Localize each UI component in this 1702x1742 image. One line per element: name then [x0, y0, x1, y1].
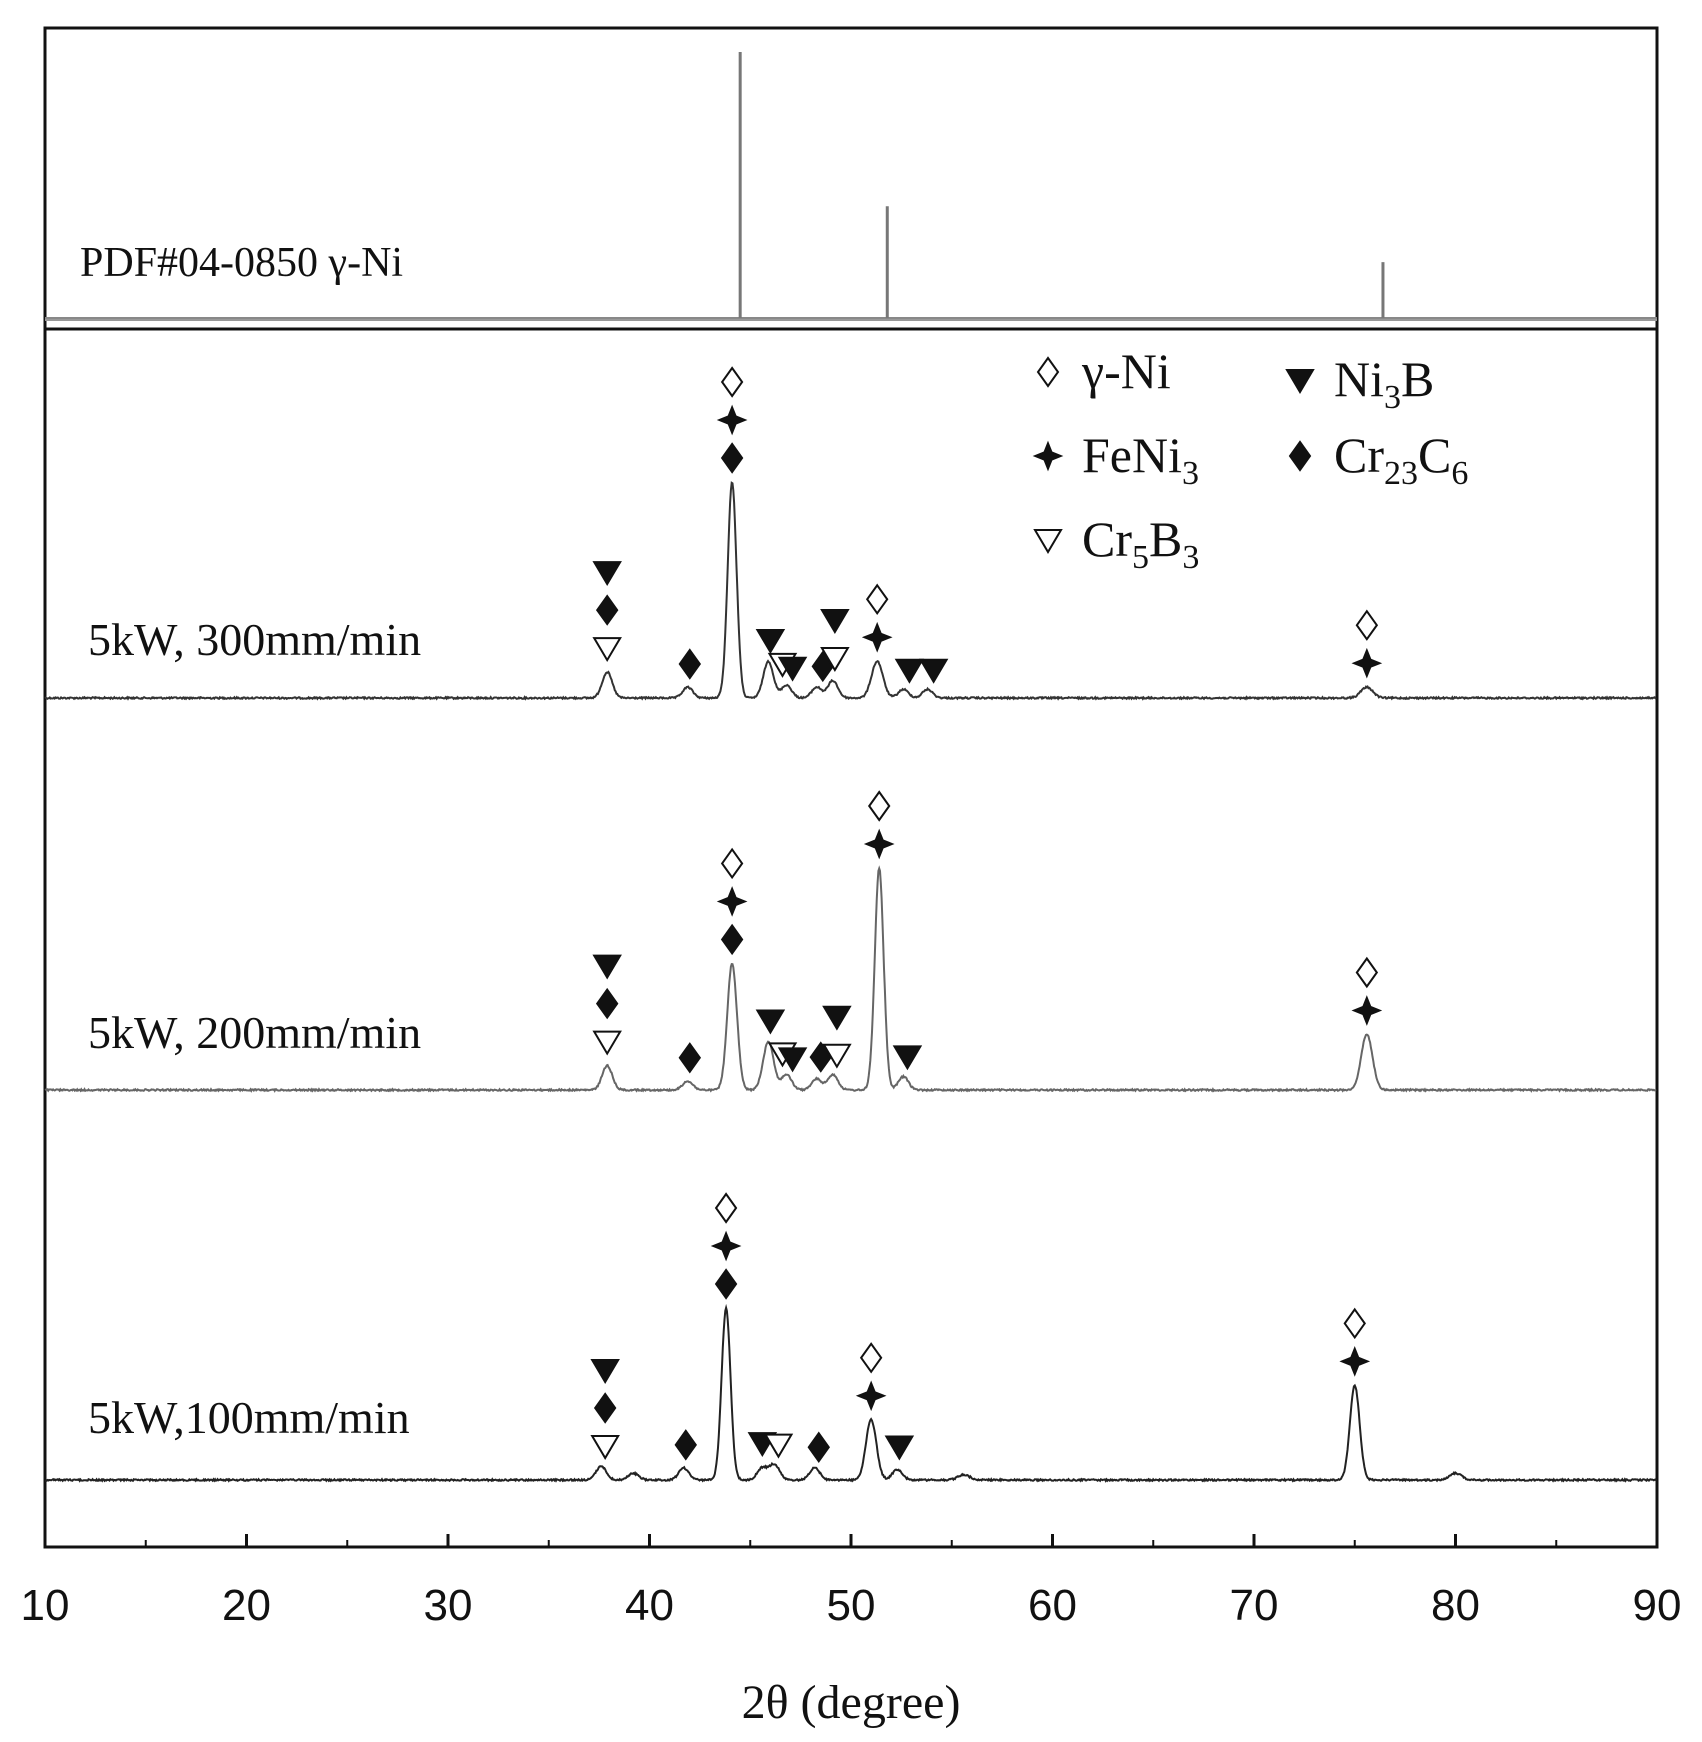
marker-s2-2-0	[714, 1192, 738, 1224]
x-tick-label-6: 70	[1230, 1581, 1279, 1630]
marker-s1-10-1	[1351, 995, 1383, 1026]
marker-s0-2-1	[716, 404, 748, 436]
legend-label-2: FeNi3	[1082, 427, 1199, 492]
marker-s2-6-1	[855, 1380, 887, 1412]
marker-s0-11-1	[1351, 647, 1383, 679]
x-axis-label: 2θ (degree)	[742, 1676, 961, 1729]
marker-s1-2-2	[720, 923, 744, 956]
series-line-0	[44, 481, 1657, 701]
legend-symbol-4	[1033, 529, 1063, 554]
marker-s0-2-2	[720, 442, 744, 474]
legend-symbol-3	[1288, 440, 1312, 472]
marker-s2-5-0	[807, 1431, 830, 1463]
marker-s0-11-0	[1355, 609, 1379, 641]
series-0: 5kW, 300mm/min	[44, 481, 1657, 701]
marker-s1-5-0	[777, 1047, 808, 1073]
marker-s2-6-0	[859, 1342, 883, 1374]
legend-label-1: Ni3B	[1334, 351, 1434, 416]
marker-s1-0-0	[592, 954, 622, 980]
marker-s2-2-1	[710, 1230, 742, 1262]
marker-s0-8-1	[861, 621, 893, 653]
series-line-2	[44, 1303, 1658, 1483]
marker-s0-2-0	[720, 366, 744, 398]
marker-s1-7-0	[822, 1005, 852, 1031]
x-tick-label-0: 10	[21, 1581, 70, 1630]
marker-s1-7-1	[822, 1043, 852, 1069]
marker-s2-0-1	[593, 1392, 617, 1424]
x-tick-label-4: 50	[827, 1581, 876, 1630]
series-label-2: 5kW,100mm/min	[88, 1392, 410, 1443]
legend-label-0: γ-Ni	[1081, 343, 1171, 399]
x-tick-label-5: 60	[1028, 1581, 1077, 1630]
x-tick-label-2: 30	[424, 1581, 473, 1630]
marker-s0-9-0	[894, 658, 925, 684]
marker-s1-10-0	[1355, 956, 1379, 989]
legend-symbol-2	[1032, 440, 1064, 472]
x-tick-label-7: 80	[1431, 1581, 1480, 1630]
marker-s1-2-0	[720, 847, 744, 880]
marker-s0-7-1	[820, 647, 850, 672]
legend-label-4: Cr5B3	[1082, 511, 1199, 576]
marker-s2-1-0	[674, 1429, 697, 1461]
marker-s1-8-1	[863, 828, 895, 860]
legend-symbol-1	[1285, 369, 1315, 394]
marker-s0-8-0	[865, 583, 889, 616]
marker-s1-0-2	[592, 1030, 622, 1056]
marker-s1-3-0	[755, 1009, 786, 1035]
reference-label: PDF#04-0850 γ-Ni	[80, 240, 403, 286]
marker-s0-0-2	[592, 637, 622, 663]
legend-label-3: Cr23C6	[1334, 427, 1468, 492]
x-tick-label-8: 90	[1633, 1581, 1682, 1630]
series-1: 5kW, 200mm/min	[44, 865, 1657, 1093]
marker-s1-9-0	[892, 1045, 923, 1071]
marker-s2-2-2	[714, 1268, 738, 1300]
marker-s0-1-0	[678, 648, 702, 680]
marker-s0-0-0	[592, 561, 622, 587]
x-tick-label-3: 40	[625, 1581, 674, 1630]
series-label-1: 5kW, 200mm/min	[88, 1007, 421, 1058]
x-tick-label-1: 20	[222, 1581, 271, 1630]
marker-s0-7-0	[820, 609, 850, 634]
marker-s0-0-1	[595, 594, 619, 626]
marker-s2-4-0	[763, 1433, 794, 1459]
marker-s2-7-0	[884, 1435, 915, 1461]
series-label-0: 5kW, 300mm/min	[88, 614, 421, 665]
series-2: 5kW,100mm/min	[44, 1303, 1658, 1483]
legend-symbol-0	[1036, 356, 1060, 388]
marker-s1-2-1	[716, 886, 748, 917]
marker-s0-3-0	[755, 629, 786, 654]
marker-s2-0-2	[590, 1435, 620, 1460]
marker-s1-1-0	[678, 1042, 702, 1074]
marker-s0-5-0	[777, 656, 808, 682]
series-line-1	[44, 865, 1657, 1093]
marker-s2-0-0	[590, 1359, 620, 1384]
marker-s1-0-1	[595, 987, 619, 1020]
marker-s1-8-0	[867, 790, 891, 822]
marker-s0-10-0	[918, 658, 949, 684]
marker-s2-8-0	[1343, 1307, 1366, 1340]
marker-s2-8-1	[1339, 1346, 1371, 1377]
